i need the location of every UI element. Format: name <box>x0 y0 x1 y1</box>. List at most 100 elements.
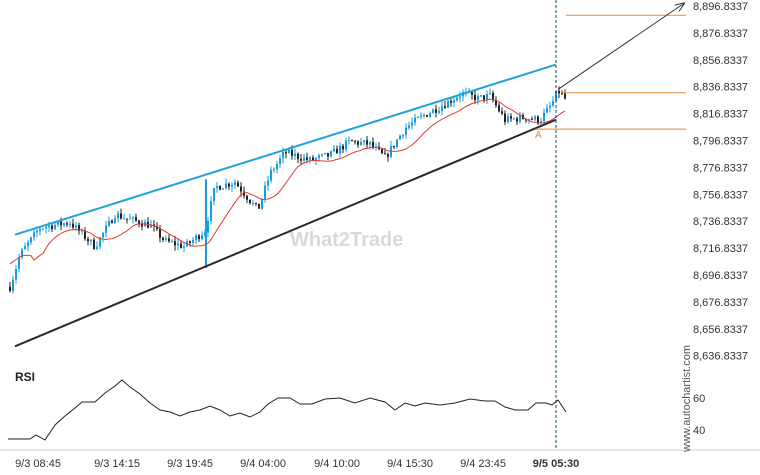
candle-body <box>279 158 281 164</box>
candle-body <box>516 118 518 122</box>
candle-body <box>216 185 218 188</box>
candle-body <box>495 100 497 106</box>
time-axis: 9/3 08:45 9/3 14:15 9/3 19:45 9/4 04:00 9/4 … <box>15 458 579 470</box>
brand-label: www.autochartist.com <box>681 345 693 453</box>
candle-body <box>126 218 128 220</box>
candle-body <box>471 91 473 95</box>
candle-body <box>75 225 77 228</box>
candle-body <box>360 142 362 145</box>
candle-body <box>123 218 125 220</box>
candle-body <box>27 242 29 247</box>
candle-body <box>195 235 197 240</box>
candle-body <box>384 153 386 155</box>
candle-body <box>312 157 314 161</box>
candle-body <box>273 169 275 171</box>
candle-body <box>207 220 209 233</box>
candle-body <box>276 163 278 170</box>
candle-body <box>255 202 257 204</box>
candle-body <box>315 158 317 161</box>
time-tick-label: 9/4 15:30 <box>387 458 433 470</box>
candle-body <box>63 223 65 226</box>
candle-body <box>309 157 311 160</box>
candle-body <box>15 268 17 280</box>
candle-body <box>78 225 80 231</box>
candle-body <box>489 92 491 95</box>
candle-body <box>33 232 35 238</box>
candle-body <box>9 286 11 291</box>
time-tick-label: 9/3 14:15 <box>94 458 140 470</box>
candle-body <box>249 199 251 204</box>
price-tick-label: 8,676.8337 <box>693 297 748 309</box>
candle-body <box>459 96 461 98</box>
candle-body <box>42 228 44 230</box>
price-tick-label: 8,876.8337 <box>693 28 748 40</box>
candle-body <box>30 237 32 243</box>
candle-body <box>432 109 434 114</box>
candle-body <box>48 225 50 228</box>
candle-body <box>156 226 158 229</box>
candle-body <box>210 201 212 221</box>
candle-body <box>39 228 41 232</box>
candle-body <box>396 139 398 147</box>
candle-body <box>438 110 440 113</box>
candle-body <box>357 141 359 145</box>
candle-body <box>234 182 236 185</box>
candle-body <box>84 230 86 239</box>
candle-body <box>270 170 272 181</box>
candle-body <box>237 182 239 187</box>
candle-body <box>549 105 551 108</box>
candle-body <box>426 115 428 117</box>
candle-body <box>267 180 269 186</box>
candle-body <box>87 238 89 242</box>
candle-body <box>513 118 515 120</box>
moving-average-line <box>9 98 566 265</box>
time-tick-label: 9/4 10:00 <box>314 458 360 470</box>
candle-body <box>288 149 290 154</box>
rsi-tick-label: 60 <box>693 393 705 405</box>
candle-body <box>369 141 371 145</box>
candle-body <box>90 239 92 242</box>
candle-body <box>171 241 173 243</box>
candle-body <box>213 187 215 202</box>
candle-body <box>456 97 458 101</box>
candle-body <box>192 239 194 243</box>
candle-body <box>54 224 56 230</box>
candle-body <box>189 241 191 243</box>
candle-body <box>132 217 134 219</box>
price-tick-label: 8,816.8337 <box>693 109 748 121</box>
candle-body <box>300 158 302 161</box>
price-tick-label: 8,756.8337 <box>693 189 748 201</box>
candle-body <box>477 96 479 101</box>
rsi-tick-label: 40 <box>693 425 705 437</box>
candle-body <box>165 238 167 240</box>
candle-body <box>351 140 353 142</box>
pattern-point-label: A <box>535 130 542 141</box>
candle-body <box>519 115 521 122</box>
candle-body <box>378 146 380 150</box>
candle-body <box>96 246 98 249</box>
candle-body <box>423 115 425 117</box>
candle-body <box>120 213 122 219</box>
candle-body <box>321 154 323 156</box>
candle-body <box>429 113 431 117</box>
candle-body <box>348 140 350 142</box>
candle-body <box>108 220 110 226</box>
candles <box>9 86 566 294</box>
time-tick-label: 9/5 05:30 <box>533 458 579 470</box>
rsi-line <box>8 379 567 441</box>
candle-body <box>411 122 413 126</box>
candle-body <box>141 224 143 227</box>
candle-body <box>324 153 326 155</box>
candle-body <box>561 93 563 95</box>
candle-body <box>450 100 452 103</box>
price-tick-label: 8,776.8337 <box>693 162 748 174</box>
candle-body <box>282 152 284 159</box>
candle-body <box>528 119 530 121</box>
candle-body <box>72 223 74 228</box>
candle-body <box>435 109 437 113</box>
candle-body <box>417 116 419 118</box>
candle-body <box>252 202 254 204</box>
candle-body <box>243 191 245 196</box>
time-tick-label: 9/4 23:45 <box>460 458 506 470</box>
candle-body <box>306 157 308 160</box>
